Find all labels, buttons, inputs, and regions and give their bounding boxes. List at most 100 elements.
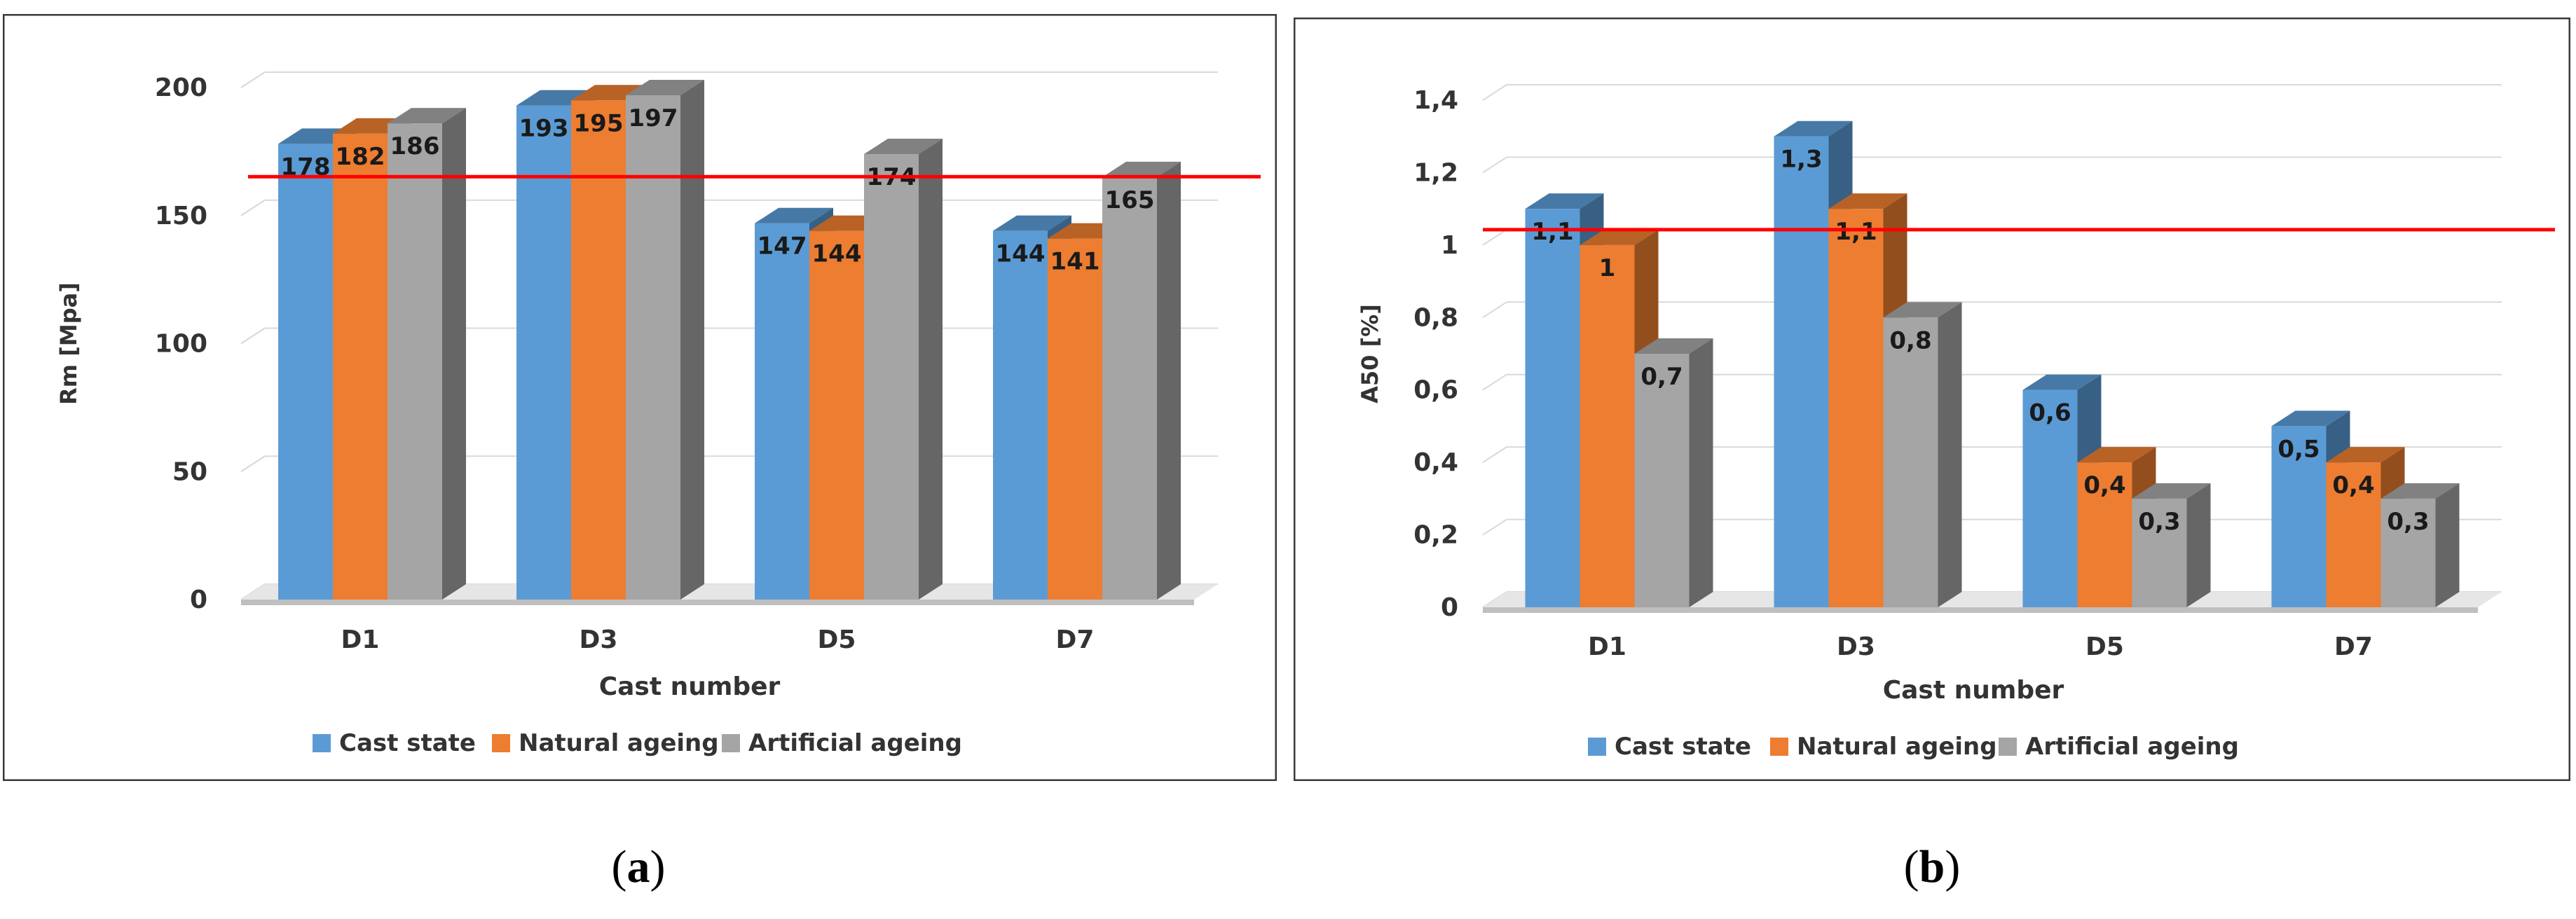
legend-entry: Artificial ageing: [2025, 733, 2239, 761]
chart-b: 0 0,2 0,4 0,6 0,8 1 1,2 1,4 A50 [%] 1,1 1 0,7 D1 1,3 1…: [1294, 18, 2570, 781]
chart-floor-edge: [1483, 607, 2478, 613]
gridline-side: [1482, 373, 1507, 391]
data-label: 147: [758, 233, 807, 261]
y-axis-label: A50 [%]: [1357, 304, 1383, 403]
bar-side: [1157, 161, 1181, 600]
bar-D5-natural-ageing: [809, 230, 864, 600]
y-tick-label: 100: [155, 330, 207, 359]
data-label: 0,7: [1640, 363, 1683, 391]
legend-entry: Natural ageing: [1797, 733, 1997, 761]
x-tick-label: D5: [2085, 633, 2124, 661]
bar-side: [1689, 338, 1713, 607]
data-label: 144: [996, 240, 1046, 268]
bar-side: [1938, 302, 1962, 607]
caption-a: (a): [611, 841, 666, 892]
legend-swatch: [1770, 738, 1788, 756]
bar-D5-cast-state: [755, 223, 809, 600]
x-axis-label: Cast number: [1883, 676, 2064, 705]
legend-entry: Cast state: [339, 729, 476, 757]
y-tick-label: 0,6: [1413, 376, 1458, 405]
x-tick-label: D1: [341, 626, 380, 654]
bar-side: [442, 108, 466, 600]
y-tick-label: 1,4: [1413, 86, 1458, 115]
data-label: 197: [629, 104, 678, 132]
bar-D5-artificial-ageing: [864, 154, 919, 600]
bar-D1-cast-state: [1525, 209, 1580, 608]
bar-top: [1102, 161, 1181, 177]
bar-top: [2077, 447, 2156, 463]
bar-top: [1883, 302, 1962, 318]
data-label: 0,4: [2083, 471, 2125, 499]
data-label: 0,3: [2387, 508, 2429, 536]
bar-D3-cast-state: [516, 105, 571, 600]
bar-top: [626, 79, 704, 95]
bar-D1-natural-ageing: [333, 133, 388, 600]
gridline-side: [240, 455, 266, 473]
bar-top: [2132, 483, 2211, 499]
bar-D3-artificial-ageing: [1883, 317, 1938, 607]
gridline-side: [1482, 156, 1507, 174]
data-label: 0,5: [2277, 435, 2320, 463]
bar-D5-natural-ageing: [2077, 462, 2132, 607]
gridline-side: [1482, 229, 1507, 246]
data-label: 141: [1050, 248, 1100, 276]
bar-D3-natural-ageing: [1828, 209, 1884, 608]
data-label: 1: [1599, 254, 1616, 282]
data-label: 0,3: [2138, 508, 2180, 536]
data-label: 193: [519, 115, 569, 143]
bar-D7-natural-ageing: [2326, 462, 2381, 607]
bar-top: [1828, 193, 1907, 209]
bar-top: [2271, 410, 2350, 427]
data-label: 0,6: [2029, 399, 2071, 427]
bar-side: [2186, 483, 2211, 607]
y-tick-label: 0,8: [1413, 303, 1458, 332]
bar-side: [680, 79, 704, 600]
bar-top: [993, 215, 1071, 231]
chart-floor-edge: [241, 600, 1194, 605]
bar-D5-artificial-ageing: [2132, 498, 2187, 607]
x-tick-label: D1: [1588, 633, 1626, 661]
chart-floor: [241, 584, 1218, 600]
gridline-side: [240, 199, 266, 216]
data-label: 195: [574, 109, 624, 137]
bar-top: [1580, 229, 1659, 245]
gridline-side: [240, 327, 266, 345]
gridline-side: [1482, 446, 1507, 463]
bar-top: [2022, 374, 2102, 390]
x-tick-label: D3: [580, 626, 618, 654]
bar-D3-cast-state: [1774, 136, 1829, 607]
bar-D7-cast-state: [993, 230, 1048, 600]
bar-top: [1525, 193, 1604, 209]
bar-D7-artificial-ageing: [2380, 498, 2436, 607]
gridline-side: [240, 71, 266, 88]
bar-D1-artificial-ageing: [1634, 354, 1690, 607]
y-tick-label: 0,4: [1413, 448, 1458, 477]
data-label: 144: [812, 240, 862, 268]
y-tick-label: 0: [1441, 593, 1458, 622]
bar-D7-cast-state: [2271, 426, 2327, 607]
bar-top: [1634, 338, 1713, 354]
bar-D3-artificial-ageing: [626, 95, 680, 600]
bar-D5-cast-state: [2022, 389, 2078, 607]
bar-top: [2326, 447, 2405, 463]
legend-entry: Artificial ageing: [748, 729, 962, 757]
legend-entry: Cast state: [1615, 733, 1751, 761]
data-label: 165: [1105, 186, 1155, 214]
x-tick-label: D3: [1837, 633, 1875, 661]
gridline-side: [1482, 518, 1507, 536]
bar-side: [2435, 483, 2460, 607]
bar-top: [388, 108, 466, 124]
y-tick-label: 50: [172, 457, 207, 486]
bar-D3-natural-ageing: [571, 100, 626, 600]
x-tick-label: D5: [818, 626, 856, 654]
y-tick-label: 0,2: [1413, 521, 1458, 550]
gridline-side: [1482, 84, 1507, 101]
bar-top: [864, 139, 943, 155]
y-tick-label: 1,2: [1413, 158, 1458, 187]
data-label: 1,1: [1835, 218, 1877, 246]
chart-floor: [1483, 592, 2502, 607]
bar-top: [1774, 120, 1853, 137]
y-tick-label: 150: [155, 202, 207, 230]
data-label: 0,8: [1889, 326, 1931, 354]
x-tick-label: D7: [2334, 633, 2373, 661]
